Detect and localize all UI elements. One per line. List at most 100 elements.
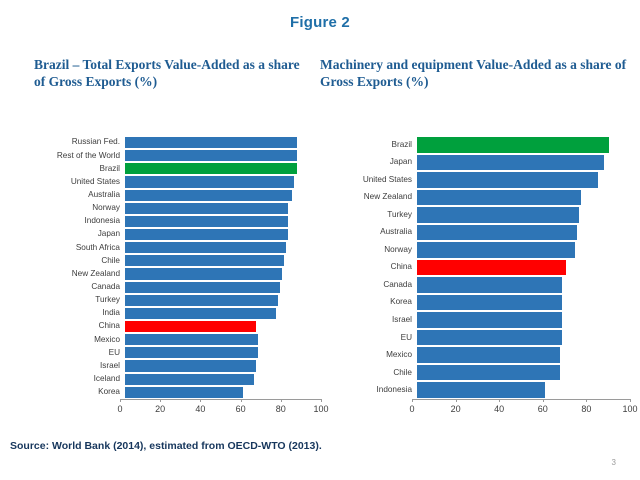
bar-plot-area xyxy=(125,202,321,215)
left-chart-x-axis: 0 20 40 60 80 100 xyxy=(117,399,329,421)
bar-category-label: New Zealand xyxy=(71,268,120,278)
x-axis-tick xyxy=(120,399,121,402)
bar xyxy=(125,268,282,280)
bar-row: Chile xyxy=(16,254,321,267)
bar-category-label: Norway xyxy=(92,203,120,213)
x-axis-tick-label: 60 xyxy=(235,404,246,414)
bar-category-label: Indonesia xyxy=(84,216,120,226)
bar-plot-area xyxy=(417,381,630,399)
bar-category-label: Rest of the World xyxy=(56,150,120,160)
bar-row: Australia xyxy=(16,189,321,202)
x-axis-line xyxy=(412,399,630,400)
bar xyxy=(417,329,562,346)
bar-plot-area xyxy=(125,162,321,175)
x-axis-tick xyxy=(499,399,501,402)
bar-category-label: Japan xyxy=(97,229,120,239)
bar-plot-area xyxy=(417,241,630,259)
x-axis-tick-label: 20 xyxy=(155,404,166,414)
x-axis-tick xyxy=(200,399,202,402)
bar xyxy=(125,189,292,201)
right-panel-heading: Machinery and equipment Value-Added as a… xyxy=(320,57,627,89)
bar-plot-area xyxy=(125,373,321,386)
bar-category-label: Brazil xyxy=(99,163,120,173)
bar-row: China xyxy=(322,259,630,277)
bar-category-label: Israel xyxy=(391,314,412,324)
left-panel-heading: Brazil – Total Exports Value-Added as a … xyxy=(34,57,300,89)
bar-row: EU xyxy=(322,329,630,347)
bar-plot-area xyxy=(417,259,630,277)
bar-row: India xyxy=(16,307,321,320)
bar xyxy=(125,176,294,188)
bar-row: Mexico xyxy=(322,346,630,364)
bar-row: Turkey xyxy=(16,294,321,307)
x-axis-tick-label: 60 xyxy=(537,404,548,414)
right-chart-panel: Brazil Japan United States New Zealand Turke… xyxy=(322,136,638,421)
bar-plot-area xyxy=(125,136,321,149)
bar xyxy=(417,312,562,328)
bar-plot-area xyxy=(417,171,630,189)
bar-category-label: Korea xyxy=(98,387,120,397)
bar-plot-area xyxy=(417,276,630,294)
bar-plot-area xyxy=(125,320,321,333)
bar-category-label: Russian Fed. xyxy=(71,137,120,147)
x-axis-tick xyxy=(586,399,588,402)
bar-row: Norway xyxy=(16,202,321,215)
bar-plot-area xyxy=(417,206,630,224)
bar-plot-area xyxy=(417,154,630,172)
bar-row: United States xyxy=(16,175,321,188)
bar-row: Turkey xyxy=(322,206,630,224)
bar-plot-area xyxy=(125,346,321,359)
x-axis-tick-label: 80 xyxy=(275,404,286,414)
x-axis-tick xyxy=(280,399,282,402)
right-chart-x-axis: 0 20 40 60 80 100 xyxy=(409,399,638,421)
x-axis-tick xyxy=(240,399,242,402)
bar-plot-area xyxy=(417,346,630,364)
bar-plot-area xyxy=(125,359,321,372)
bar-row: Australia xyxy=(322,224,630,242)
bar-category-label: Australia xyxy=(380,227,412,237)
x-axis-tick xyxy=(321,399,322,402)
bar-row: Israel xyxy=(322,311,630,329)
bar xyxy=(417,137,609,153)
bar xyxy=(125,334,259,346)
bar-row: Canada xyxy=(16,281,321,294)
bar-row: Japan xyxy=(16,228,321,241)
x-axis-tick-label: 80 xyxy=(581,404,592,414)
bar xyxy=(417,242,575,258)
bar-category-label: EU xyxy=(108,347,120,357)
x-axis-tick-label: 0 xyxy=(117,404,123,414)
bar-row: Iceland xyxy=(16,373,321,386)
page-number: 3 xyxy=(611,458,616,467)
bar-plot-area xyxy=(125,149,321,162)
bar-row: Chile xyxy=(322,364,630,382)
x-axis-tick xyxy=(542,399,544,402)
bar-row: Korea xyxy=(16,386,321,399)
bar-plot-area xyxy=(125,215,321,228)
bar xyxy=(125,163,298,175)
figure-title: Figure 2 xyxy=(290,14,350,31)
bar-plot-area xyxy=(125,241,321,254)
bar xyxy=(125,242,286,254)
bar xyxy=(125,307,276,319)
bar-category-label: Chile xyxy=(393,367,412,377)
bar-row: Israel xyxy=(16,359,321,372)
bar xyxy=(125,202,288,214)
bar xyxy=(125,215,288,227)
bar xyxy=(125,386,243,398)
bar xyxy=(125,150,298,162)
bar-category-label: China xyxy=(98,321,120,331)
bar-plot-area xyxy=(417,224,630,242)
bar xyxy=(125,137,298,149)
bar-category-label: United States xyxy=(362,174,412,184)
bar-category-label: Australia xyxy=(88,190,120,200)
bar xyxy=(417,154,605,171)
bar-plot-area xyxy=(417,136,630,154)
bar-category-label: South Africa xyxy=(75,242,120,252)
bar-row: Japan xyxy=(322,154,630,172)
bar-row: New Zealand xyxy=(16,267,321,280)
bar-category-label: China xyxy=(390,262,412,272)
left-chart-rows: Russian Fed. Rest of the World Brazil Unite… xyxy=(16,136,321,399)
bar-row: Canada xyxy=(322,276,630,294)
bar-category-label: Norway xyxy=(384,244,412,254)
bar-plot-area xyxy=(125,386,321,399)
